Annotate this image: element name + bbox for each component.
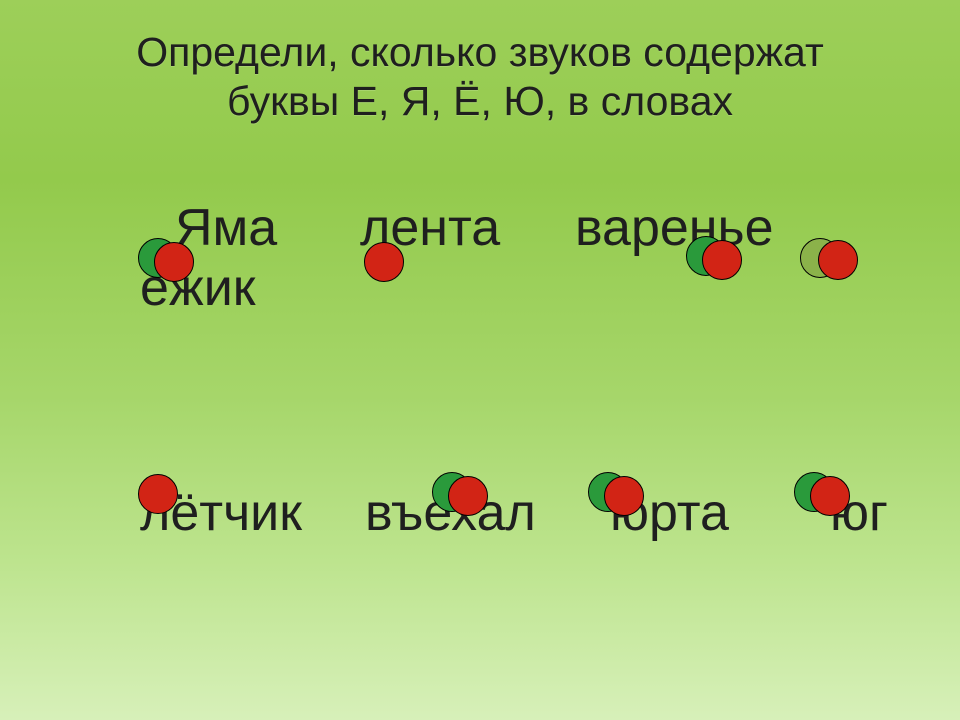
slide-heading: Определи, сколько звуков содержат буквы …: [0, 28, 960, 126]
sound-dot: [448, 476, 488, 516]
sound-dot: [818, 240, 858, 280]
sound-dot: [364, 242, 404, 282]
sound-dot: [154, 242, 194, 282]
sound-dot: [604, 476, 644, 516]
sound-dot: [810, 476, 850, 516]
heading-line-1: Определи, сколько звуков содержат: [136, 29, 824, 75]
sound-dot: [138, 474, 178, 514]
slide-canvas: Определи, сколько звуков содержат буквы …: [0, 0, 960, 720]
word-yama: Яма: [175, 202, 277, 254]
sound-dot: [702, 240, 742, 280]
heading-line-2: буквы Е, Я, Ё, Ю, в словах: [227, 78, 733, 124]
word-varenie: варенье: [575, 202, 774, 254]
